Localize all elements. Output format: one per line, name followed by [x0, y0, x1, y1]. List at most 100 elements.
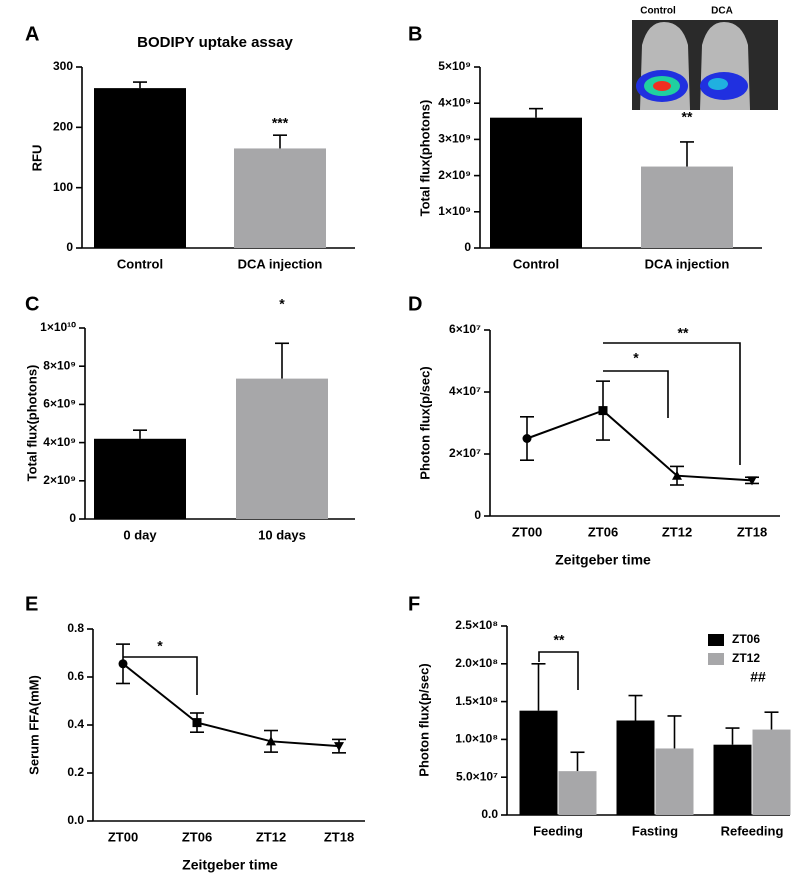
marker: [192, 718, 202, 728]
significance-bracket: [603, 342, 741, 465]
x-tick-label: ZT18: [737, 524, 767, 539]
y-axis-label: Total flux(photons): [417, 100, 432, 217]
legend-swatch: [708, 653, 724, 665]
y-tick-label: 6×10⁷: [449, 322, 481, 336]
chart-title: BODIPY uptake assay: [137, 34, 293, 51]
panel-label: A: [25, 23, 39, 45]
y-tick-label: 5×10⁹: [438, 59, 471, 73]
x-tick-label: Control: [513, 256, 559, 271]
panel-label: C: [25, 293, 39, 315]
x-tick-label: 0 day: [123, 527, 157, 542]
inset-label: DCA: [711, 6, 733, 17]
annotation: ***: [272, 115, 289, 131]
y-tick-label: 6×10⁹: [43, 397, 76, 411]
bar: [713, 744, 752, 815]
panel-label: F: [408, 593, 420, 615]
y-tick-label: 0: [66, 240, 73, 254]
marker: [747, 476, 757, 486]
x-tick-label: ZT00: [512, 524, 542, 539]
marker: [334, 742, 344, 752]
y-tick-label: 300: [53, 59, 73, 73]
inset-label: Control: [640, 6, 676, 17]
line: [526, 409, 753, 482]
y-tick-label: 0: [474, 508, 481, 522]
y-tick-label: 0.6: [67, 669, 84, 683]
x-tick-label: ZT06: [182, 829, 212, 844]
bar: [616, 720, 655, 815]
panel-label: D: [408, 293, 422, 315]
y-tick-label: 1×10¹⁰: [40, 320, 76, 334]
y-tick-label: 200: [53, 120, 73, 134]
x-tick-label: Refeeding: [721, 823, 784, 838]
y-tick-label: 2×10⁷: [449, 446, 481, 460]
bar: [94, 88, 186, 248]
y-tick-label: 4×10⁷: [449, 384, 481, 398]
annotation: *: [157, 638, 163, 654]
bar: [490, 117, 582, 249]
y-tick-label: 2.5×10⁸: [455, 618, 498, 632]
y-tick-label: 0.2: [67, 765, 84, 779]
annotation: **: [554, 632, 565, 648]
x-tick-label: Fasting: [632, 823, 678, 838]
x-axis-label: Zeitgeber time: [182, 857, 278, 873]
legend-swatch: [708, 634, 724, 646]
annotation: ##: [750, 669, 766, 685]
x-tick-label: ZT18: [324, 829, 354, 844]
marker: [118, 659, 128, 669]
y-axis-label: RFU: [29, 145, 44, 172]
x-tick-label: ZT00: [108, 829, 138, 844]
y-tick-label: 0.8: [67, 621, 84, 635]
x-tick-label: 10 days: [258, 527, 306, 542]
marker: [598, 406, 608, 416]
annotation: *: [279, 296, 285, 312]
y-tick-label: 1.0×10⁸: [455, 732, 498, 746]
x-tick-label: Feeding: [533, 823, 583, 838]
x-axis-label: Zeitgeber time: [555, 552, 651, 568]
y-tick-label: 4×10⁹: [43, 435, 76, 449]
y-tick-label: 1×10⁹: [438, 204, 471, 218]
y-tick-label: 0.0: [67, 813, 84, 827]
significance-bracket: [123, 656, 198, 695]
y-tick-label: 8×10⁹: [43, 358, 76, 372]
y-tick-label: 4×10⁹: [438, 95, 471, 109]
bar: [641, 166, 733, 248]
legend-label: ZT06: [732, 632, 760, 646]
significance-bracket: [603, 370, 669, 418]
x-tick-label: DCA injection: [238, 256, 323, 271]
x-tick-label: DCA injection: [645, 256, 730, 271]
bar: [752, 729, 791, 815]
marker: [266, 736, 276, 746]
y-tick-label: 3×10⁹: [438, 132, 471, 146]
panel-label: B: [408, 23, 422, 45]
bar: [234, 148, 326, 248]
x-tick-label: ZT12: [256, 829, 286, 844]
x-tick-label: ZT06: [588, 524, 618, 539]
marker: [672, 470, 682, 480]
y-axis-label: Total flux(photons): [24, 365, 39, 482]
annotation: *: [633, 350, 639, 366]
y-tick-label: 1.5×10⁸: [455, 694, 498, 708]
bar: [558, 771, 597, 815]
bar: [655, 748, 694, 815]
line: [122, 663, 340, 748]
panel-label: E: [25, 593, 38, 615]
inset-image: Control DCA: [632, 6, 778, 110]
significance-bracket: [538, 651, 579, 690]
bar: [236, 378, 328, 519]
y-tick-label: 0.4: [67, 717, 84, 731]
y-tick-label: 2×10⁹: [438, 168, 471, 182]
y-tick-label: 0: [69, 511, 76, 525]
y-tick-label: 0.0: [481, 807, 498, 821]
y-axis-label: Photon flux(p/sec): [416, 663, 431, 776]
y-tick-label: 2.0×10⁸: [455, 656, 498, 670]
annotation: **: [682, 109, 693, 125]
y-axis-label: Photon flux(p/sec): [417, 366, 432, 479]
y-tick-label: 0: [464, 240, 471, 254]
legend-label: ZT12: [732, 651, 760, 665]
marker: [522, 434, 532, 443]
y-axis-label: Serum FFA(mM): [26, 675, 41, 775]
x-tick-label: Control: [117, 256, 163, 271]
x-tick-label: ZT12: [662, 524, 692, 539]
y-tick-label: 2×10⁹: [43, 473, 76, 487]
